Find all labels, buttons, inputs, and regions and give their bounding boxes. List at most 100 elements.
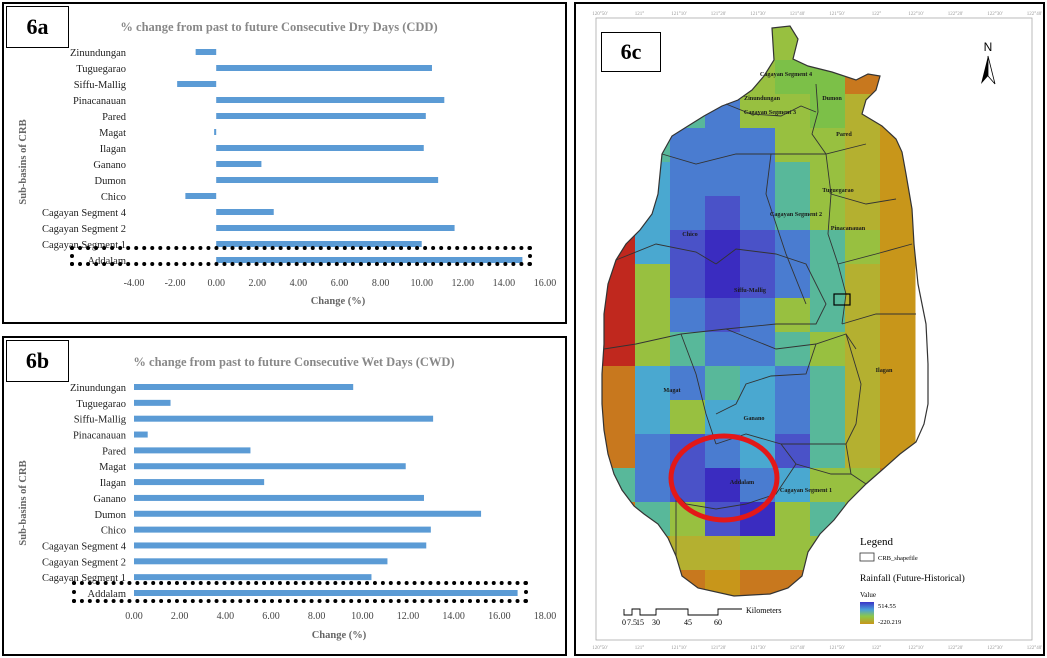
- addalam-highlight-box-6a: [70, 246, 532, 266]
- raster-cell: [670, 230, 706, 265]
- panel-6b-label: 6b: [6, 340, 69, 382]
- category-label: Magat: [99, 462, 126, 473]
- category-label: Pared: [102, 112, 127, 123]
- raster-cell: [845, 230, 881, 265]
- raster-cell: [740, 162, 776, 197]
- lon-tick-label: 121°40': [790, 646, 805, 651]
- raster-cell: [740, 26, 776, 61]
- addalam-highlight-ellipse: [668, 433, 780, 523]
- raster-cell: [670, 94, 706, 129]
- lon-tick-label: 121°20': [711, 12, 726, 17]
- raster-cell: [602, 536, 636, 571]
- category-label: Pared: [102, 446, 127, 457]
- raster-cell: [602, 162, 636, 197]
- raster-cell: [880, 264, 916, 299]
- raster-cell: [740, 332, 776, 367]
- category-label: Pinacanauan: [73, 431, 127, 442]
- map-frame: [595, 17, 1033, 641]
- chart-6b: % change from past to future Consecutive…: [18, 355, 557, 641]
- raster-cell: [775, 94, 811, 129]
- raster-cell: [705, 26, 741, 61]
- raster-cell: [810, 502, 846, 537]
- lon-tick-label: 121°30': [750, 646, 765, 651]
- x-tick-label: 4.00: [217, 611, 235, 622]
- raster-cell: [880, 128, 916, 163]
- category-label: Ilagan: [100, 478, 127, 489]
- raster-cell: [670, 332, 706, 367]
- raster-cell: [705, 366, 741, 401]
- chart-6b-ylabel: Sub-basins of CRB: [18, 460, 29, 545]
- bar-cagayan-segment-4: [134, 542, 427, 549]
- raster-cell: [810, 230, 846, 265]
- bar-tuguegarao: [216, 65, 432, 71]
- region-label-cagayan-segment-2: Cagayan Segment 2: [770, 211, 822, 218]
- raster-cell: [602, 468, 636, 503]
- bar-cagayan-segment-1: [134, 574, 372, 581]
- region-label-addalam: Addalam: [730, 479, 755, 486]
- raster-cell: [775, 400, 811, 435]
- panel-6b: % change from past to future Consecutive…: [2, 336, 567, 656]
- x-tick-label: 6.00: [262, 611, 280, 622]
- raster-cell: [705, 264, 741, 299]
- bar-addalam: [216, 257, 523, 263]
- lon-tick-label: 120°50': [592, 646, 607, 651]
- lon-tick-label: 120°50': [592, 12, 607, 17]
- raster-cell: [635, 468, 671, 503]
- raster-cell: [880, 196, 916, 231]
- scale-tick-label: 0: [622, 618, 626, 627]
- raster-cell: [880, 468, 916, 503]
- x-tick-label: 8.00: [308, 611, 326, 622]
- raster-cell: [810, 298, 846, 333]
- legend-min: -220.219: [878, 619, 901, 626]
- bar-ganano: [134, 494, 424, 501]
- raster-cell: [880, 366, 916, 401]
- raster-cell: [775, 468, 811, 503]
- raster-cell: [705, 468, 741, 503]
- lon-tick-label: 121°50': [829, 12, 844, 17]
- raster-cell: [670, 60, 706, 95]
- rainfall-map: 120°50' 120°50' 121° 121° 121°10' 121°10' 121°…: [592, 12, 1042, 651]
- category-label: Siffu-Mallig: [74, 415, 127, 426]
- raster-cell: [810, 264, 846, 299]
- x-tick-label: 0.00: [207, 278, 225, 289]
- raster-cell: [705, 60, 741, 95]
- x-tick-label: 2.00: [249, 278, 267, 289]
- x-tick-label: 16.00: [534, 278, 557, 289]
- raster-cell: [602, 196, 636, 231]
- raster-cell: [740, 502, 776, 537]
- raster-cell: [635, 162, 671, 197]
- map-legend: Legend CRB_shapefile Rainfall (Future-Hi…: [859, 536, 965, 626]
- bar-cagayan-segment-4: [216, 209, 274, 215]
- raster-cell: [880, 332, 916, 367]
- lon-tick-label: 121°40': [790, 12, 805, 17]
- category-label: Ganano: [93, 160, 126, 171]
- lon-tick-label: 122°30': [987, 12, 1002, 17]
- raster-cell: [635, 570, 671, 596]
- raster-cell: [705, 400, 741, 435]
- sub-basin-boundaries: [601, 25, 929, 597]
- raster-cell: [810, 332, 846, 367]
- raster-cell: [635, 366, 671, 401]
- scale-tick-label: 15: [636, 618, 644, 627]
- lon-tick-label: 122°10': [908, 12, 923, 17]
- raster-cell: [705, 94, 741, 129]
- raster-cell: [775, 230, 811, 265]
- chart-6a-ylabel: Sub-basins of CRB: [18, 119, 29, 204]
- x-tick-label: 18.00: [534, 611, 557, 622]
- bar-cagayan-segment-2: [216, 225, 455, 231]
- region-label-ilagan: Ilagan: [876, 367, 893, 374]
- scale-bar: Kilometers 0 7.5 15 30 45 60: [622, 606, 782, 627]
- lon-tick-label: 122°20': [948, 646, 963, 651]
- chart-6a: % change from past to future Consecutive…: [18, 20, 557, 307]
- raster-cell: [670, 298, 706, 333]
- raster-cell: [635, 128, 671, 163]
- raster-cell: [775, 264, 811, 299]
- raster-cell: [740, 128, 776, 163]
- lon-tick-label: 121°50': [829, 646, 844, 651]
- bar-zinundungan: [134, 384, 354, 390]
- raster-cell: [810, 434, 846, 469]
- raster-cell: [880, 298, 916, 333]
- x-tick-label: 12.00: [397, 611, 420, 622]
- raster-cell: [740, 196, 776, 231]
- lon-tick-label: 121°10': [671, 646, 686, 651]
